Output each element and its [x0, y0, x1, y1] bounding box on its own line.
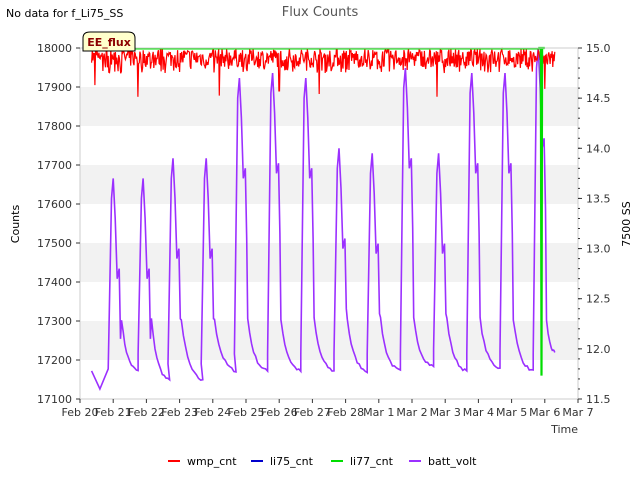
y-tick-label: 17200 — [37, 354, 72, 367]
x-tick-label: Feb 26 — [261, 406, 298, 419]
x-tick-label: Mar 3 — [430, 406, 461, 419]
y-tick-label: 17800 — [37, 120, 72, 133]
band — [80, 204, 578, 243]
legend: wmp_cnt li75_cnt li77_cnt batt_volt — [168, 455, 477, 468]
legend-label: wmp_cnt — [187, 455, 237, 468]
y-tick-label: 17900 — [37, 81, 72, 94]
no-data-note: No data for f_Li75_SS — [6, 7, 124, 20]
x-tick-label: Feb 23 — [161, 406, 198, 419]
x-tick-label: Mar 5 — [496, 406, 527, 419]
x-tick-label: Feb 25 — [228, 406, 265, 419]
x-tick-label: Mar 7 — [562, 406, 593, 419]
legend-label: batt_volt — [428, 455, 477, 468]
band — [80, 282, 578, 321]
x-tick-label: Feb 27 — [294, 406, 331, 419]
y2-tick-label: 15.0 — [586, 42, 611, 55]
x-tick-label: Mar 2 — [396, 406, 427, 419]
y2-tick-label: 14.0 — [586, 142, 611, 155]
y-tick-label: 17600 — [37, 198, 72, 211]
band — [80, 48, 578, 87]
band — [80, 165, 578, 204]
y2-tick-label: 13.5 — [586, 192, 611, 205]
plot-bands — [80, 48, 578, 399]
y-tick-label: 17700 — [37, 159, 72, 172]
y2-axis-label: 7500 SS — [620, 201, 633, 246]
band — [80, 360, 578, 399]
legend-label: li77_cnt — [350, 455, 394, 468]
series-wmp-cnt — [91, 46, 556, 97]
x-tick-label: Mar 1 — [363, 406, 394, 419]
x-tick-label: Feb 20 — [62, 406, 99, 419]
y-tick-label: 17500 — [37, 237, 72, 250]
x-tick-label: Feb 28 — [327, 406, 364, 419]
plot-frame — [79, 47, 579, 400]
y2-tick-label: 14.5 — [586, 92, 611, 105]
x-tick-label: Feb 24 — [194, 406, 231, 419]
band — [80, 126, 578, 165]
chart-title: Flux Counts — [282, 5, 359, 20]
y2-tick-label: 11.5 — [586, 393, 611, 406]
y-tick-label: 17100 — [37, 393, 72, 406]
x-axis-label: Time — [550, 423, 578, 436]
badge-label: EE_flux — [87, 36, 131, 49]
band — [80, 321, 578, 360]
band — [80, 243, 578, 282]
y-axis-label: Counts — [9, 205, 22, 244]
band — [80, 87, 578, 126]
y2-tick-label: 12.0 — [586, 343, 611, 356]
ee-flux-badge: EE_flux — [82, 31, 136, 52]
y-tick-label: 18000 — [37, 42, 72, 55]
x-tick-label: Feb 22 — [128, 406, 165, 419]
y-tick-label: 17400 — [37, 276, 72, 289]
x-tick-label: Feb 21 — [95, 406, 132, 419]
y-tick-label: 17300 — [37, 315, 72, 328]
series-batt-volt — [90, 47, 556, 392]
x-tick-label: Mar 6 — [529, 406, 560, 419]
y2-tick-label: 13.0 — [586, 243, 611, 256]
y2-tick-label: 12.5 — [586, 293, 611, 306]
legend-label: li75_cnt — [270, 455, 314, 468]
x-tick-label: Mar 4 — [463, 406, 494, 419]
